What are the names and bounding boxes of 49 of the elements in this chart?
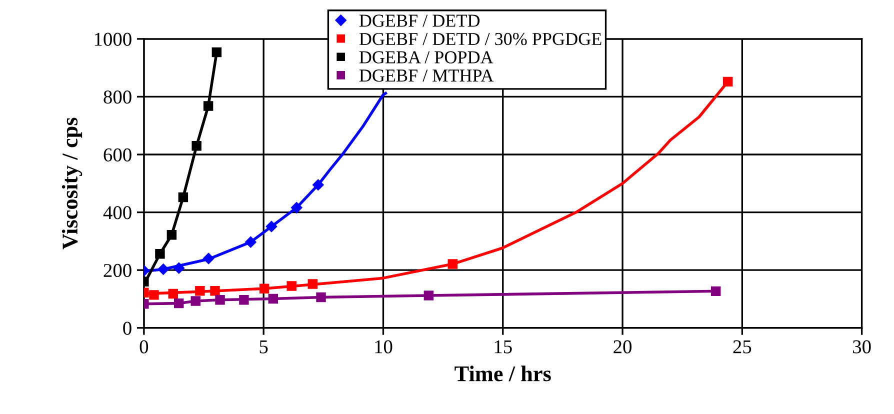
y-tick-label: 200 <box>104 264 132 278</box>
y-tick-label: 400 <box>103 206 132 220</box>
point <box>178 192 188 202</box>
point <box>172 262 185 274</box>
y-tick-label: 800 <box>104 90 132 104</box>
point <box>259 284 270 294</box>
point <box>308 279 318 289</box>
point <box>312 178 324 191</box>
y-tick-label: 600 <box>104 148 132 162</box>
point <box>210 286 220 296</box>
point <box>722 76 733 87</box>
point <box>168 288 178 299</box>
point <box>149 290 159 300</box>
point <box>710 286 721 296</box>
point <box>192 140 202 151</box>
x-tick-label: 20 <box>614 340 632 354</box>
point <box>203 101 214 111</box>
legend-label: DGEBF / MTHPA <box>359 70 494 82</box>
point <box>212 47 222 58</box>
point <box>202 252 214 264</box>
x-tick-label: 25 <box>733 340 752 354</box>
x-tick-label: 30 <box>853 340 871 354</box>
point <box>424 290 434 300</box>
point <box>239 294 249 305</box>
point <box>155 249 165 259</box>
legend-label: DGEBA / POPDA <box>359 51 494 64</box>
legend-label: DGEBF / DETD / 30% PPGDGE <box>359 32 602 46</box>
point <box>174 298 184 308</box>
point <box>268 294 278 304</box>
point <box>286 281 296 291</box>
point <box>157 263 170 276</box>
point <box>448 259 458 269</box>
point <box>195 286 205 296</box>
x-tick-label: 5 <box>260 340 268 354</box>
point <box>166 230 177 240</box>
x-axis-title: Time / hrs <box>454 366 551 382</box>
point <box>215 294 225 305</box>
point <box>290 202 302 214</box>
point <box>316 292 326 302</box>
y-tick-label: 0 <box>123 322 132 335</box>
y-axis-title: Viscosity / cps <box>62 118 82 250</box>
point <box>266 220 278 232</box>
x-tick-label: 0 <box>140 340 148 354</box>
point <box>190 296 200 306</box>
x-tick-label: 15 <box>494 340 512 354</box>
point <box>244 236 257 248</box>
y-tick-label: 1000 <box>94 32 132 46</box>
legend-label: DGEBF / DETD <box>359 14 480 27</box>
x-tick-label: 10 <box>375 340 392 354</box>
